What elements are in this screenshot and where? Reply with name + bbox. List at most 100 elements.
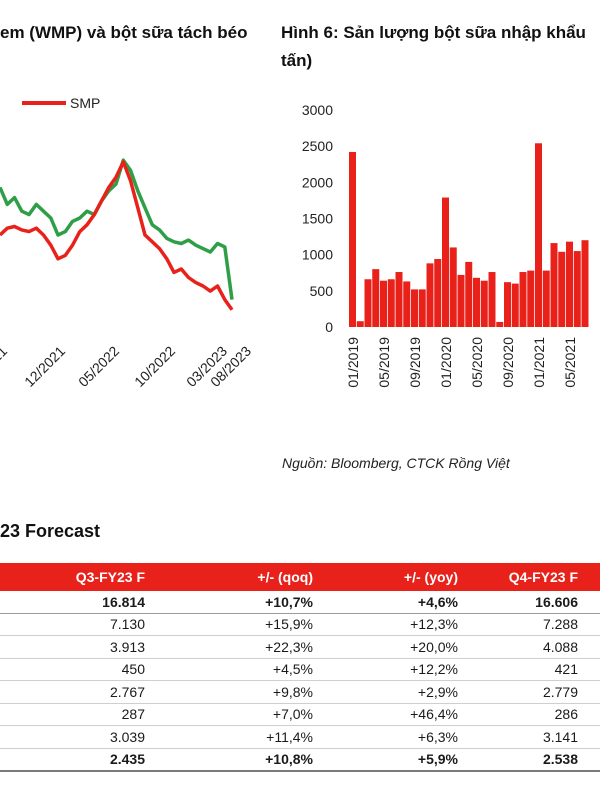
table-cell: +6,3% — [335, 725, 480, 749]
table-cell: +22,3% — [167, 635, 335, 659]
table-cell — [0, 635, 60, 659]
bar — [364, 279, 372, 327]
table-cell — [0, 725, 60, 749]
bar — [566, 241, 573, 327]
y-tick-label: 500 — [310, 283, 334, 299]
bar — [488, 272, 496, 327]
table-cell: 450 — [60, 658, 167, 681]
table-header-row: Q3-FY23 F +/- (qoq) +/- (yoy) Q4-FY23 F — [0, 563, 600, 591]
source-note: Nguồn: Bloomberg, CTCK Rồng Việt — [282, 455, 510, 471]
bar — [573, 251, 581, 327]
table-cell: +20,0% — [335, 635, 480, 659]
table-row: 450 +4,5% +12,2% 421 — [0, 658, 600, 681]
bar — [558, 251, 566, 327]
bar — [403, 281, 411, 327]
table-row: 16.814 +10,7% +4,6% 16.606 — [0, 591, 600, 614]
header-cell — [0, 563, 60, 591]
y-tick-label: 3000 — [302, 102, 333, 118]
table-cell: 2.538 — [480, 748, 600, 772]
legend-smp-label: SMP — [70, 95, 100, 111]
left-chart-title: em (WMP) và bột sữa tách béo — [0, 23, 248, 42]
bar — [449, 247, 457, 327]
bar — [535, 143, 542, 327]
right-chart-title-line2: tấn) — [281, 51, 313, 70]
bar — [519, 272, 527, 327]
y-tick-label: 1000 — [302, 247, 333, 263]
bar — [349, 151, 356, 327]
table-row: 3.913 +22,3% +20,0% 4.088 — [0, 635, 600, 659]
bar — [434, 259, 442, 327]
left-line-chart: SMP /2021 12/2021 05/2022 10/2022 03/202308/… — [0, 95, 254, 390]
y-tick-label: 0 — [325, 319, 333, 335]
table-cell — [0, 591, 60, 614]
table-cell: 7.288 — [480, 613, 600, 636]
table-cell: +12,3% — [335, 613, 480, 636]
bar — [380, 280, 387, 327]
table-cell: +2,9% — [335, 680, 480, 704]
x-tick-label: 01/2020 — [438, 337, 454, 388]
table-cell: +12,2% — [335, 658, 480, 681]
table-cell: +15,9% — [167, 613, 335, 636]
table-cell: 2.767 — [60, 680, 167, 704]
table-cell: +7,0% — [167, 703, 335, 726]
x-tick-label: 09/2020 — [500, 337, 516, 388]
table-cell: +46,4% — [335, 703, 480, 726]
table-cell: +4,6% — [335, 591, 480, 614]
header-cell: Q4-FY23 F — [480, 563, 600, 591]
bar — [411, 289, 418, 327]
table-cell: 7.130 — [60, 613, 167, 636]
table-cell: +10,8% — [167, 748, 335, 772]
forecast-table: Q3-FY23 F +/- (qoq) +/- (yoy) Q4-FY23 F … — [0, 563, 600, 772]
bar — [442, 197, 449, 327]
table-cell: 4.088 — [480, 635, 600, 659]
bar — [372, 269, 380, 327]
table-cell: 16.814 — [60, 591, 167, 614]
x-tick-label: 05/2021 — [562, 337, 578, 388]
right-chart-title: Hình 6: Sản lượng bột sữa nhập khẩu — [281, 23, 586, 42]
table-cell: 2.779 — [480, 680, 600, 704]
legend: SMP — [22, 95, 100, 111]
table-cell: +9,8% — [167, 680, 335, 704]
bar — [542, 270, 550, 327]
table-cell: 3.141 — [480, 725, 600, 749]
table-cell — [0, 658, 60, 681]
table-cell — [0, 613, 60, 636]
x-tick-label: 09/2019 — [407, 337, 423, 388]
header-cell: +/- (yoy) — [335, 563, 480, 591]
table-cell: 2.435 — [60, 748, 167, 772]
y-tick-label: 1500 — [302, 211, 333, 227]
bar — [480, 280, 488, 327]
bar — [395, 272, 403, 327]
table-cell: 286 — [480, 703, 600, 726]
bar — [496, 321, 504, 327]
bar — [511, 283, 519, 327]
table-row: 2.767 +9,8% +2,9% 2.779 — [0, 680, 600, 704]
x-tick-label: 01/2019 — [345, 337, 361, 388]
x-tick-label: 05/2020 — [469, 337, 485, 388]
header-cell: Q3-FY23 F — [60, 563, 167, 591]
table-cell: +11,4% — [167, 725, 335, 749]
table-cell — [0, 680, 60, 704]
table-cell: 421 — [480, 658, 600, 681]
series-line-smp — [0, 160, 234, 311]
y-tick-label: 2500 — [302, 138, 333, 154]
table-cell: +10,7% — [167, 591, 335, 614]
y-tick-label: 2000 — [302, 174, 333, 190]
bar — [473, 277, 480, 327]
bar — [387, 279, 395, 327]
table-row: 7.130 +15,9% +12,3% 7.288 — [0, 613, 600, 636]
series-line-wmp — [0, 158, 234, 300]
bar — [426, 263, 434, 327]
table-row: 3.039 +11,4% +6,3% 3.141 — [0, 725, 600, 749]
table-cell: 287 — [60, 703, 167, 726]
table-cell — [0, 703, 60, 726]
bar — [581, 240, 589, 327]
forecast-heading: 23 Forecast — [0, 521, 101, 541]
bar — [465, 261, 473, 327]
right-bar-chart: 0 500 1000 1500 2000 2500 3000 01/2019 05/2019 0… — [302, 102, 589, 388]
table-row: 2.435 +10,8% +5,9% 2.538 — [0, 748, 600, 772]
table-row: 287 +7,0% +46,4% 286 — [0, 703, 600, 726]
table-cell: +4,5% — [167, 658, 335, 681]
table-cell: 3.913 — [60, 635, 167, 659]
table-cell: 16.606 — [480, 591, 600, 614]
